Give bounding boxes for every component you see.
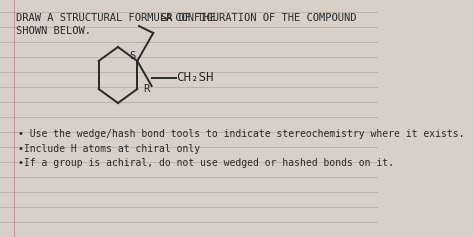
Text: SR: SR <box>161 13 173 23</box>
Text: CONFIGURATION OF THE COMPOUND: CONFIGURATION OF THE COMPOUND <box>169 13 357 23</box>
Text: CH₂SH: CH₂SH <box>176 70 214 83</box>
Text: R: R <box>144 84 150 94</box>
Text: SHOWN BELOW.: SHOWN BELOW. <box>16 26 91 36</box>
Text: DRAW A STRUCTURAL FORMULA OF THE: DRAW A STRUCTURAL FORMULA OF THE <box>16 13 222 23</box>
Text: •Include H atoms at chiral only: •Include H atoms at chiral only <box>18 144 200 154</box>
Text: •If a group is achiral, do not use wedged or hashed bonds on it.: •If a group is achiral, do not use wedge… <box>18 158 393 168</box>
Text: • Use the wedge/hash bond tools to indicate stereochemistry where it exists.: • Use the wedge/hash bond tools to indic… <box>18 129 464 139</box>
Text: S: S <box>129 51 136 61</box>
